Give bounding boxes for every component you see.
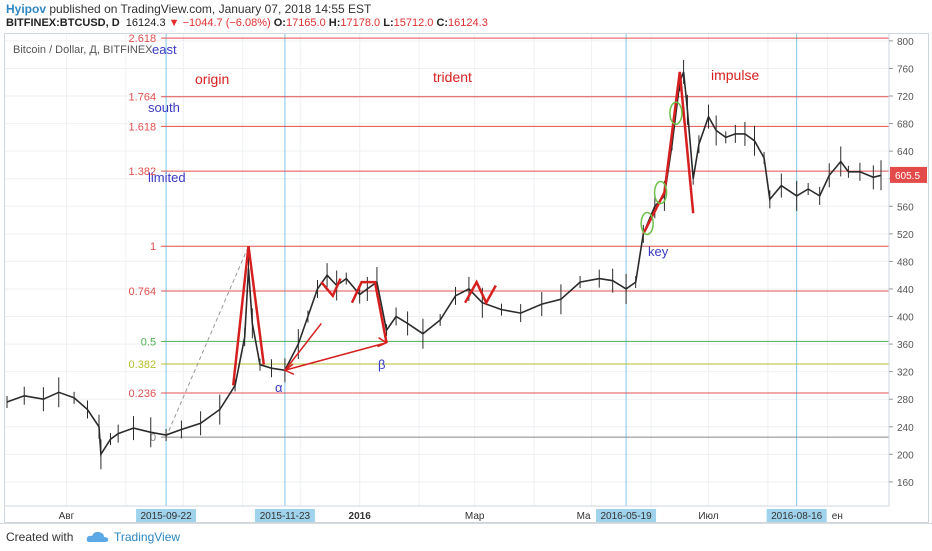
x-tick-label: 2015-11-23 — [260, 511, 311, 522]
trident-pattern — [350, 280, 388, 343]
alpha-arrowhead — [283, 363, 295, 375]
y-tick-label: 320 — [897, 368, 914, 379]
x-tick-label: Мар — [465, 511, 485, 522]
x-tick-label: 2016 — [349, 511, 372, 522]
open-value: 17165.0 — [285, 17, 326, 29]
y-tick-label: 200 — [897, 450, 914, 461]
author-link[interactable]: Hyipov — [6, 2, 47, 16]
x-tick-label: Ма — [577, 511, 591, 522]
impulse-pattern — [642, 71, 695, 235]
fib-level-label: 0.236 — [129, 388, 157, 400]
key-circle — [653, 180, 668, 205]
x-tick-label: ен — [832, 511, 843, 522]
fib-level-label: 2.618 — [129, 34, 157, 45]
y-tick-label: 160 — [897, 478, 914, 489]
fib-level-label: 1.618 — [129, 121, 157, 133]
y-tick-label: 800 — [897, 37, 914, 48]
y-tick-label: 760 — [897, 64, 914, 75]
trident-pattern — [464, 279, 497, 306]
annotation-beta: β — [378, 357, 385, 372]
y-tick-label: 560 — [897, 202, 914, 213]
annotation-trident: trident — [433, 69, 472, 85]
price-label-box — [890, 166, 927, 183]
down-arrow-icon: ▼ — [168, 17, 180, 29]
x-tick-label: 2015-09-22 — [141, 511, 193, 522]
key-circle — [640, 211, 654, 236]
annotation-impulse: impulse — [711, 67, 759, 83]
publish-header: Hyipov published on TradingView.com, Jan… — [6, 2, 371, 16]
publish-info: published on TradingView.com, January 07… — [49, 2, 372, 16]
y-tick-label: 640 — [897, 147, 914, 158]
close-label: C: — [436, 17, 449, 29]
annotation-limited: limited — [148, 170, 186, 185]
alpha-beta-arrow — [284, 341, 387, 371]
price-chart[interactable]: 2.618 1.764 1.618 1.382 1 0.764 0.5 0.382 0.236 0… — [5, 33, 928, 522]
y-tick-label: 280 — [897, 395, 914, 406]
x-tick-label: 2016-08-16 — [771, 511, 823, 522]
last-price: 16124.3 — [125, 17, 166, 29]
y-tick-label: 720 — [897, 92, 914, 103]
created-with-label: Created with — [6, 530, 74, 544]
annotation-key: key — [648, 244, 669, 259]
high-label: H: — [328, 17, 341, 29]
low-value: 15712.0 — [393, 17, 434, 29]
price-change: −1044.7 (−6.08%) — [182, 17, 271, 29]
y-tick-label: 680 — [897, 120, 914, 131]
tradingview-link[interactable]: TradingView — [114, 530, 181, 544]
beta-arrowhead — [377, 337, 389, 348]
fib-level-label: 0.764 — [129, 286, 157, 298]
fib-level-label: 1.764 — [129, 92, 157, 104]
price-line — [6, 71, 882, 457]
annotation-east: east — [152, 42, 177, 57]
tradingview-cloud-icon — [86, 531, 109, 542]
low-label: L: — [383, 17, 394, 29]
annotation-south: south — [148, 100, 180, 115]
price-label-text: 605.5 — [895, 171, 920, 182]
high-value: 17178.0 — [340, 17, 381, 29]
x-tick-label: Авг — [59, 511, 75, 522]
fib-level-label: 1.382 — [129, 166, 157, 178]
alpha-arrow — [284, 322, 322, 371]
fib-level-label: 1 — [150, 241, 156, 253]
close-value: 16124.3 — [448, 17, 488, 29]
fib-level-label: 0.5 — [141, 336, 156, 348]
x-tick-highlight — [766, 509, 827, 522]
x-tick-highlight — [136, 509, 197, 522]
footer: Created with TradingView — [0, 523, 932, 551]
x-tick-highlight — [596, 509, 657, 522]
trident-pattern — [320, 278, 342, 299]
y-tick-label: 480 — [897, 257, 914, 268]
x-tick-label: Июл — [698, 511, 718, 522]
y-tick-label: 360 — [897, 340, 914, 351]
annotation-alpha: α — [275, 380, 283, 395]
y-tick-label: 520 — [897, 230, 914, 241]
x-tick-label: 2016-05-19 — [601, 511, 653, 522]
key-circle — [669, 101, 683, 125]
y-tick-label: 440 — [897, 285, 914, 296]
chart-title: Bitcoin / Dollar, Д, BITFINEX — [13, 44, 153, 56]
symbol-label: BITFINEX:BTCUSD, D — [6, 17, 120, 29]
fib-level-label: 0 — [150, 432, 156, 444]
chart-panel[interactable]: 2.618 1.764 1.618 1.382 1 0.764 0.5 0.382 0.236 0… — [4, 33, 929, 523]
fib-level-label: 0.382 — [129, 359, 157, 371]
y-tick-label: 240 — [897, 423, 914, 434]
x-tick-highlight — [254, 509, 315, 522]
origin-pattern — [231, 246, 266, 386]
annotation-origin: origin — [195, 71, 229, 87]
open-label: O: — [273, 17, 286, 29]
y-tick-label: 400 — [897, 313, 914, 324]
symbol-header: BITFINEX:BTCUSD, D 16124.3 ▼ −1044.7 (−6… — [6, 17, 488, 29]
